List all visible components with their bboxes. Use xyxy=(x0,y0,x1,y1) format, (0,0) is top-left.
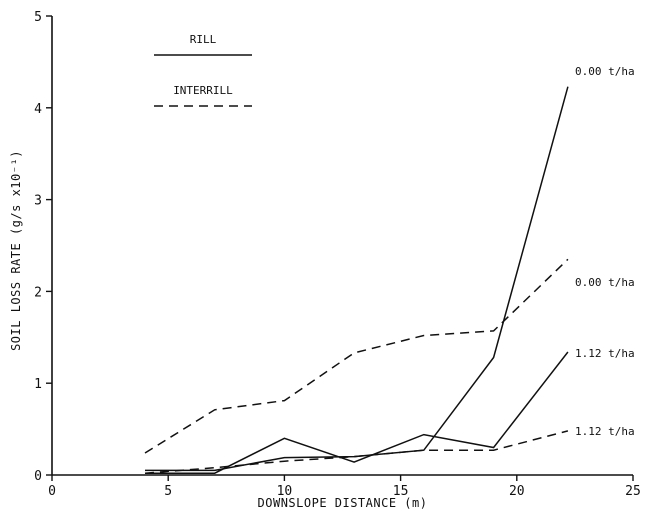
legend-label: RILL xyxy=(190,33,217,46)
y-tick-label: 3 xyxy=(34,194,42,209)
y-tick-label: 2 xyxy=(34,285,42,300)
rill-series-line-0 xyxy=(145,86,569,472)
rill-series-line-1 xyxy=(145,351,569,474)
curve-label: 0.00 t/ha xyxy=(575,276,635,289)
interrill-series-line-2 xyxy=(144,258,569,454)
annotations: 0.00 t/ha 0.00 t/ha 1.12 t/ha 1.12 t/ha xyxy=(575,65,635,438)
curve-label: 1.12 t/ha xyxy=(575,425,635,438)
x-axis-label: DOWNSLOPE DISTANCE (m) xyxy=(258,496,428,510)
y-axis-label: SOIL LOSS RATE (g/s x10⁻¹) xyxy=(9,150,23,351)
curve-label: 1.12 t/ha xyxy=(575,347,635,360)
legend-label: INTERRILL xyxy=(173,84,233,97)
x-tick-label: 25 xyxy=(625,484,641,499)
axes: 0 5 10 15 20 25 0 1 2 3 4 5 xyxy=(34,10,641,499)
x-tick-label: 5 xyxy=(164,484,172,499)
x-tick-label: 0 xyxy=(48,484,56,499)
y-tick-label: 0 xyxy=(34,469,42,484)
curve-label: 0.00 t/ha xyxy=(575,65,635,78)
legend: RILL INTERRILL xyxy=(154,33,252,107)
interrill-series-line-3 xyxy=(144,430,569,474)
x-tick-label: 15 xyxy=(393,484,409,499)
y-tick-label: 1 xyxy=(34,377,42,392)
y-tick-label: 4 xyxy=(34,102,42,117)
x-tick-label: 10 xyxy=(277,484,293,499)
y-tick-label: 5 xyxy=(34,10,42,25)
x-tick-label: 20 xyxy=(509,484,525,499)
series-layer xyxy=(144,86,569,474)
